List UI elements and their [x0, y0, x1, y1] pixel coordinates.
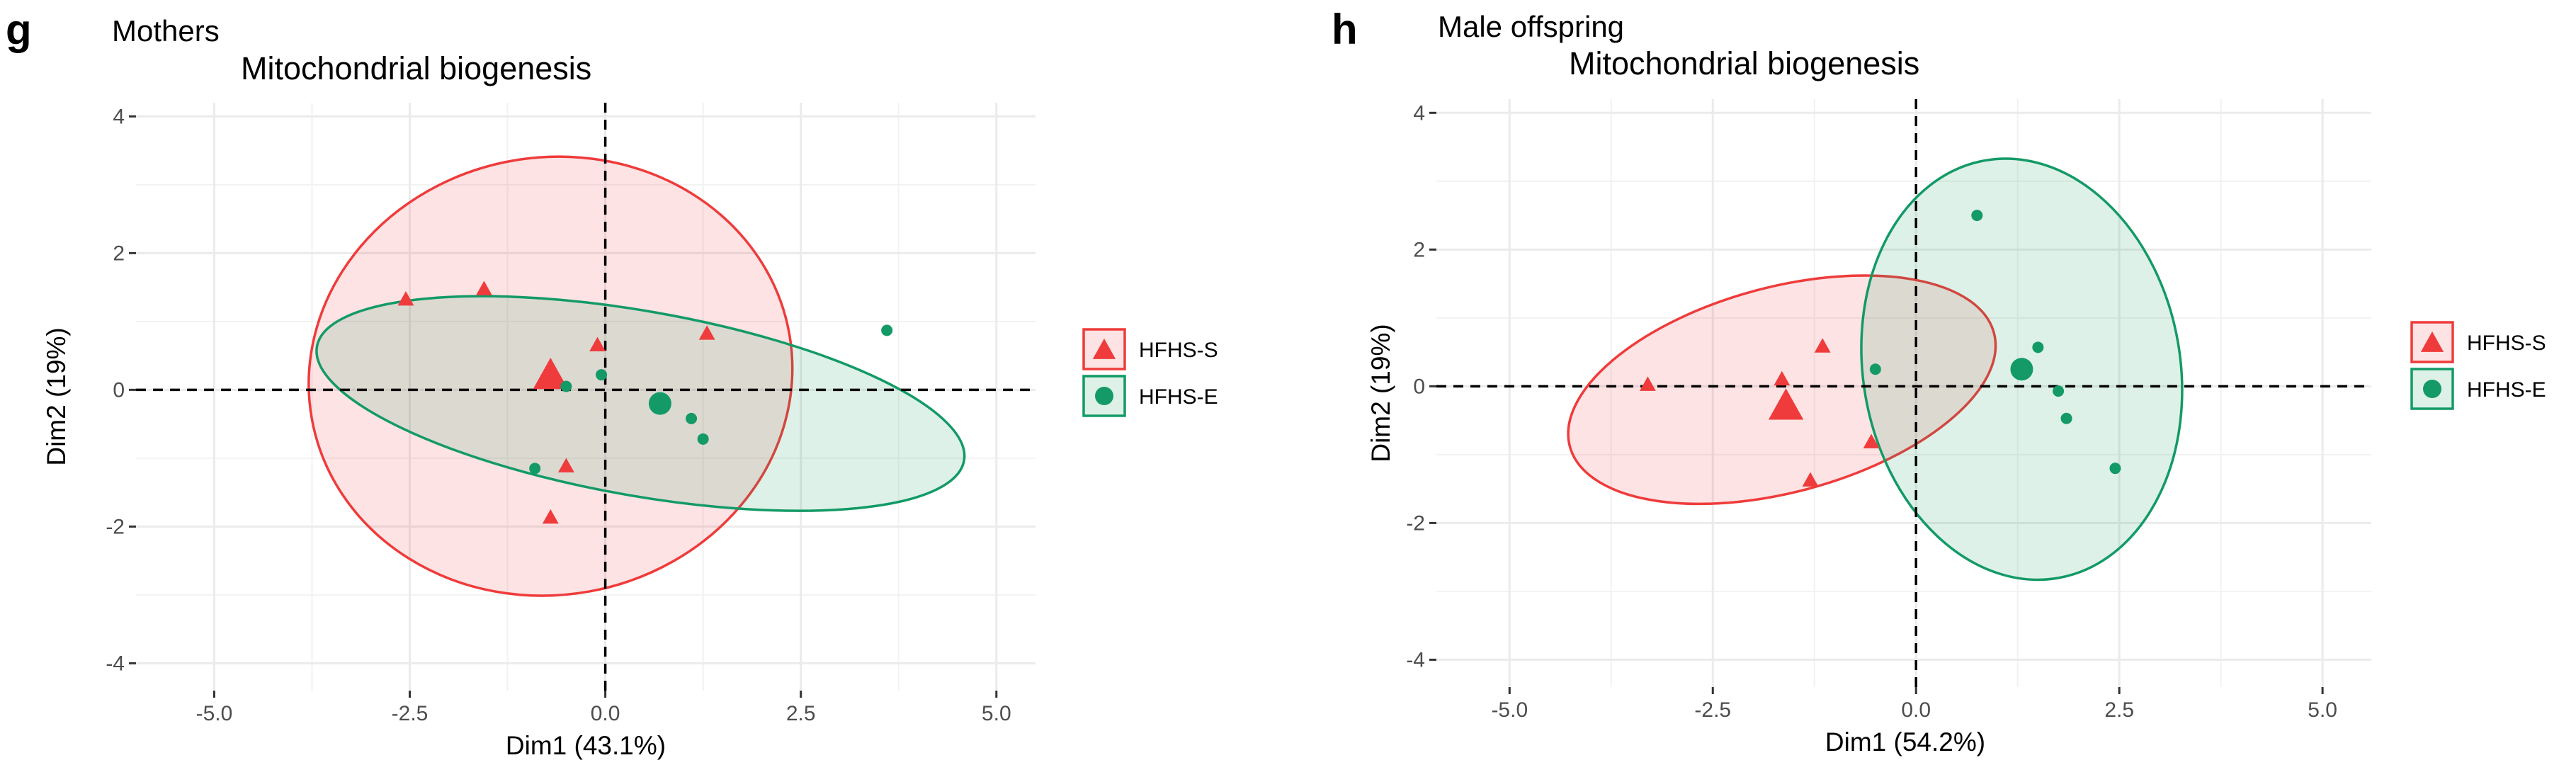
y-axis-label: Dim2 (19%) — [1366, 324, 1395, 462]
panel-g: g Mothers Mitochondrial biogenesis -4 -2 0… — [6, 6, 1218, 760]
x-tick-label: 0.0 — [1901, 698, 1931, 722]
legend-label: HFHS-E — [1139, 385, 1218, 409]
y-ticks: -4 -2 0 2 4 — [1406, 101, 1436, 672]
legend-item-hfhs-e: HFHS-E — [2410, 368, 2546, 410]
x-tick-label: 0.0 — [591, 702, 620, 725]
centroid-hfhs-s — [533, 358, 569, 390]
y-tick-label: -4 — [1406, 648, 1425, 672]
y-ticks: -4 -2 0 2 4 — [106, 105, 136, 675]
y-tick-label: 4 — [113, 105, 125, 128]
points — [1640, 210, 2121, 487]
legend-item-hfhs-e: HFHS-E — [1082, 375, 1218, 417]
point-hfhs-e — [1971, 210, 1983, 222]
legend-label: HFHS-S — [2467, 332, 2546, 355]
zero-lines — [1436, 99, 2371, 687]
point-hfhs-s — [1814, 338, 1831, 353]
panel-letter: g — [6, 6, 32, 53]
point-hfhs-s — [397, 290, 414, 306]
point-hfhs-s — [1774, 370, 1791, 386]
y-tick-label: -2 — [106, 515, 125, 538]
panel-letter: h — [1332, 6, 1358, 53]
legend-circle-icon — [2423, 380, 2441, 398]
y-tick-label: 2 — [1413, 238, 1425, 261]
x-tick-label: -5.0 — [1491, 698, 1528, 722]
point-hfhs-s — [1640, 376, 1656, 391]
x-axis-label: Dim1 (54.2%) — [1825, 727, 1985, 756]
panel-subtitle: Mothers — [112, 14, 220, 47]
point-hfhs-e — [560, 380, 572, 392]
x-tick-label: -2.5 — [1694, 698, 1731, 722]
y-tick-label: 0 — [113, 378, 125, 402]
legend-circle-icon — [1095, 387, 1113, 405]
legend-label: HFHS-E — [2467, 378, 2546, 402]
point-hfhs-e — [697, 433, 709, 445]
point-hfhs-e — [686, 412, 698, 424]
grid — [1436, 99, 2371, 687]
legend-key — [2410, 368, 2454, 410]
point-hfhs-e — [1869, 363, 1881, 375]
points — [397, 280, 893, 524]
panel-title: Mitochondrial biogenesis — [241, 50, 591, 86]
centroid-hfhs-s — [1768, 388, 1804, 420]
x-tick-label: -2.5 — [392, 702, 429, 725]
panel-h: h Male offspring Mitochondrial biogenesi… — [1332, 6, 2546, 756]
legend-label: HFHS-S — [1139, 339, 1218, 362]
point-hfhs-e — [881, 324, 893, 336]
point-hfhs-e — [2053, 385, 2065, 397]
x-tick-label: 2.5 — [2104, 698, 2134, 722]
zero-lines — [136, 103, 1035, 691]
legend-item-hfhs-s: HFHS-S — [1082, 328, 1218, 370]
y-axis-label: Dim2 (19%) — [42, 327, 71, 465]
legend: HFHS-S HFHS-E — [2410, 321, 2546, 410]
point-hfhs-e — [2060, 412, 2072, 424]
x-ticks: -5.0 -2.5 0.0 2.5 5.0 — [196, 691, 1011, 725]
y-tick-label: -4 — [106, 652, 125, 675]
point-hfhs-e — [596, 369, 608, 381]
panel-subtitle: Male offspring — [1438, 10, 1624, 43]
point-hfhs-s — [698, 325, 715, 340]
x-tick-label: 2.5 — [786, 702, 816, 725]
point-hfhs-s — [1863, 434, 1880, 448]
y-tick-label: 4 — [1413, 101, 1425, 125]
point-hfhs-s — [589, 336, 606, 352]
legend-triangle-icon — [2420, 332, 2444, 352]
x-tick-label: 5.0 — [2308, 698, 2337, 722]
ellipse-hfhs-s — [1567, 274, 1997, 506]
legend-triangle-icon — [1092, 339, 1116, 359]
point-hfhs-e — [529, 463, 541, 475]
x-tick-label: -5.0 — [196, 702, 233, 725]
centroid-hfhs-e — [2010, 358, 2033, 381]
point-hfhs-s — [557, 458, 574, 472]
legend: HFHS-S HFHS-E — [1082, 328, 1218, 417]
point-hfhs-s — [1802, 472, 1819, 487]
legend-item-hfhs-s: HFHS-S — [2410, 321, 2546, 363]
point-hfhs-e — [2032, 341, 2044, 353]
point-hfhs-e — [2109, 463, 2121, 475]
centroid-hfhs-e — [648, 392, 671, 415]
x-axis-label: Dim1 (43.1%) — [506, 731, 666, 760]
point-hfhs-s — [542, 509, 559, 524]
x-ticks: -5.0 -2.5 0.0 2.5 5.0 — [1491, 687, 2337, 722]
x-tick-label: 5.0 — [982, 702, 1011, 725]
point-hfhs-s — [476, 280, 492, 295]
plot-area — [1436, 99, 2371, 687]
y-tick-label: 2 — [113, 242, 125, 265]
y-tick-label: 0 — [1413, 375, 1425, 398]
ellipse-hfhs-e — [315, 295, 966, 512]
panel-title: Mitochondrial biogenesis — [1569, 45, 1919, 81]
y-tick-label: -2 — [1406, 511, 1425, 535]
